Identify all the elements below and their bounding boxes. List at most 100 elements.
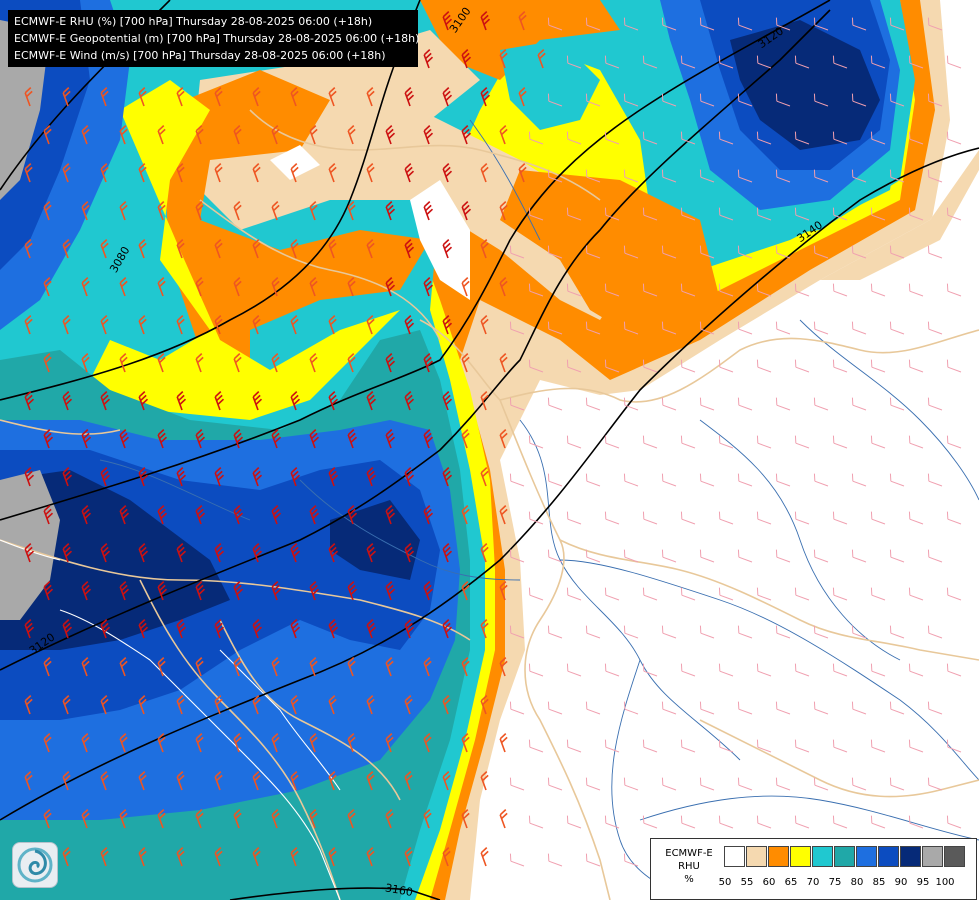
wind-barb	[385, 657, 394, 677]
border-line	[139, 579, 341, 900]
wind-barb	[756, 663, 772, 677]
wind-barb	[442, 87, 453, 107]
wind-barb	[176, 87, 185, 107]
wind-barb	[366, 467, 377, 487]
wind-barb	[680, 587, 696, 601]
wind-barb	[813, 169, 829, 183]
wind-barb	[566, 815, 582, 829]
wind-barb	[195, 353, 204, 373]
wind-barb	[480, 391, 489, 411]
wind-barb	[547, 777, 563, 791]
wind-barb	[813, 93, 829, 107]
wind-barb	[756, 359, 772, 373]
coast-line	[59, 609, 341, 900]
wind-barb	[908, 663, 924, 677]
wind-barb	[423, 505, 434, 525]
wind-barb	[661, 93, 677, 107]
wind-barb	[214, 163, 223, 183]
wind-barb	[157, 125, 166, 145]
wind-barb	[946, 587, 962, 601]
wind-barb	[62, 315, 71, 335]
wind-barb	[43, 657, 52, 677]
wind-barb	[566, 131, 582, 145]
wind-barb	[480, 771, 489, 791]
wind-barb	[404, 239, 415, 259]
wind-barb	[138, 543, 149, 563]
wind-barb	[585, 625, 601, 639]
wind-barb	[623, 245, 639, 259]
wind-barb	[480, 467, 489, 487]
wind-barb	[423, 201, 434, 221]
wind-barb	[927, 17, 943, 31]
wind-barb	[908, 283, 924, 297]
wind-barb	[461, 277, 470, 297]
wind-barb	[775, 93, 791, 107]
wind-barb	[252, 847, 261, 867]
wind-barb	[480, 543, 489, 563]
wind-barb	[737, 625, 753, 639]
wind-barb	[623, 169, 639, 183]
rh-patch-60-north	[160, 70, 430, 380]
legend-tick-label: 50	[718, 877, 732, 888]
wind-barb	[832, 207, 848, 221]
wind-barb	[870, 359, 886, 373]
legend-swatch	[878, 846, 899, 867]
wind-barb	[309, 201, 318, 221]
wind-barb	[347, 201, 356, 221]
wind-barb	[889, 93, 905, 107]
wind-barb	[271, 125, 280, 145]
wind-barb	[385, 733, 394, 753]
wind-barb	[233, 125, 242, 145]
wind-barb	[718, 739, 734, 753]
wind-barb	[794, 587, 810, 601]
wind-barb	[908, 359, 924, 373]
wind-barb	[385, 581, 396, 601]
wind-barb	[946, 131, 962, 145]
wind-barb	[585, 473, 601, 487]
wind-barb	[138, 391, 149, 411]
wind-barb	[509, 701, 525, 715]
wind-barb	[62, 847, 71, 867]
wind-barb	[233, 657, 242, 677]
wind-barb	[623, 701, 639, 715]
wind-barb	[290, 619, 301, 639]
wind-barb	[794, 207, 810, 221]
wind-barb	[461, 49, 472, 69]
wind-barb	[252, 87, 261, 107]
wind-barb	[43, 429, 54, 449]
wind-barb	[585, 169, 601, 183]
rh-ne-70-inner	[500, 40, 600, 130]
legend-variable: RHU	[678, 861, 700, 872]
wind-barb	[100, 467, 111, 487]
wind-barb	[718, 55, 734, 69]
wind-barb	[328, 315, 337, 335]
wind-barb	[547, 473, 563, 487]
wind-barb	[566, 359, 582, 373]
wind-barb	[138, 467, 149, 487]
wind-barb	[927, 777, 943, 791]
wind-barb	[271, 809, 280, 829]
wind-barb	[385, 809, 394, 829]
legend-tick-label: 55	[740, 877, 754, 888]
wind-barb	[870, 815, 886, 829]
wind-barb	[623, 853, 639, 867]
wind-barb	[889, 17, 905, 31]
wind-barb	[43, 201, 52, 221]
wind-barb	[271, 277, 280, 297]
title-wind: ECMWF-E Wind (m/s) [700 hPa] Thursday 28…	[14, 49, 386, 62]
wind-barb	[214, 391, 225, 411]
wind-barb	[499, 733, 508, 753]
wind-barb	[43, 277, 52, 297]
wind-barb	[585, 245, 601, 259]
border-line	[0, 419, 121, 435]
legend-tick-label: 60	[762, 877, 776, 888]
wind-barb	[642, 739, 658, 753]
wind-barb	[176, 771, 185, 791]
wind-barb	[24, 315, 33, 335]
wind-barb	[100, 847, 109, 867]
wind-barb	[461, 201, 472, 221]
wind-barb	[832, 435, 848, 449]
wind-barb	[442, 543, 453, 563]
wind-barb	[214, 87, 223, 107]
